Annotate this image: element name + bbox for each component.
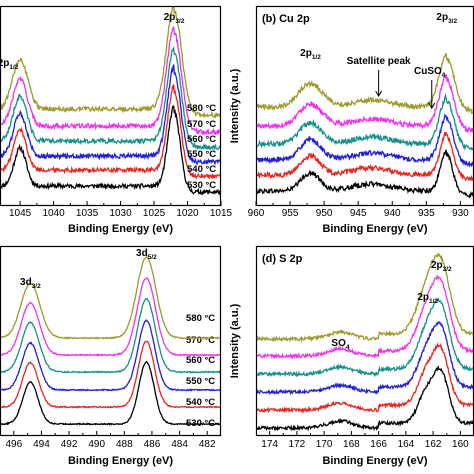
s2p-series-0 bbox=[256, 365, 474, 432]
cu2p-series-5 bbox=[256, 52, 474, 115]
s2p-plot-frame bbox=[255, 245, 474, 437]
s2p-xtick-label-1: 172 bbox=[289, 439, 306, 450]
zn2p-series-2 bbox=[0, 64, 221, 167]
zn2p-xlabel: Binding Energy (eV) bbox=[68, 223, 173, 235]
sn3d-xtick-label-3: 490 bbox=[88, 439, 105, 450]
sn3d-series-2 bbox=[0, 319, 221, 392]
zn2p-xtick-label-2: 1035 bbox=[76, 208, 99, 219]
cu2p-plot-frame bbox=[255, 5, 474, 207]
s2p-series-2 bbox=[256, 321, 474, 396]
sn3d-series-label-4: 570 °C bbox=[186, 335, 215, 346]
cu2p-series-1 bbox=[256, 131, 474, 182]
cu2p-xtick-label-3: 945 bbox=[350, 208, 367, 219]
sn3d-annotation-0: 3d3/2 bbox=[20, 277, 41, 290]
cu2p-series-2 bbox=[256, 113, 474, 168]
cu2p-xtick-label-0: 960 bbox=[248, 208, 265, 219]
s2p-xlabel: Binding Energy (eV) bbox=[322, 455, 427, 467]
cu2p-annotation-1: 2p3/2 bbox=[436, 12, 457, 25]
s2p-panel: 174 172 170 168 166 164 162 160 Binding Energy (… bbox=[229, 245, 474, 467]
s2p-xtick-label-2: 170 bbox=[316, 439, 333, 450]
zn2p-series-5 bbox=[0, 6, 221, 119]
cu2p-annotation-0: 2p1/2 bbox=[300, 48, 321, 61]
sn3d-series-label-3: 560 °C bbox=[186, 355, 215, 366]
s2p-xtick-label-6: 162 bbox=[425, 439, 442, 450]
sn3d-xlabel: Binding Energy (eV) bbox=[68, 455, 173, 467]
cu2p-series-4 bbox=[256, 74, 474, 134]
cu2p-xtick-label-6: 930 bbox=[452, 208, 469, 219]
zn2p-xtick-label-6: 1015 bbox=[210, 208, 233, 219]
zn2p-series-label-4: 570 °C bbox=[187, 119, 216, 130]
zn2p-series-0 bbox=[0, 105, 221, 196]
s2p-series-1 bbox=[256, 342, 474, 414]
s2p-series-5 bbox=[256, 252, 474, 343]
cu2p-xtick-label-5: 935 bbox=[418, 208, 435, 219]
s2p-xtick-label-5: 164 bbox=[398, 439, 415, 450]
cu2p-annotation-3: CuSO4 bbox=[414, 66, 446, 79]
zn2p-series-label-3: 560 °C bbox=[187, 134, 216, 145]
sn3d-series-1 bbox=[0, 340, 221, 409]
s2p-ylabel: Intensity (a.u.) bbox=[229, 303, 241, 378]
cu2p-panel: 960 955 950 945 940 935 930 Binding Energy (eV)… bbox=[229, 5, 474, 235]
zn2p-xtick-label-3: 1030 bbox=[109, 208, 132, 219]
zn2p-series-3 bbox=[0, 45, 221, 152]
s2p-series-4 bbox=[256, 274, 474, 360]
s2p-annotation-1: 2p3/2 bbox=[431, 260, 452, 273]
zn2p-series-label-1: 540 °C bbox=[187, 164, 216, 175]
s2p-annotation-2: SO4 bbox=[331, 338, 349, 351]
sn3d-panel: 530 °C 540 °C 550 °C 560 °C 570 °C 580 °C 496 4… bbox=[0, 245, 222, 467]
sn3d-xtick-label-6: 484 bbox=[171, 439, 188, 450]
sn3d-annotation-1: 3d5/2 bbox=[136, 248, 157, 261]
sn3d-series-label-2: 550 °C bbox=[186, 376, 215, 387]
zn2p-series-4 bbox=[0, 26, 221, 136]
sn3d-series-0 bbox=[0, 360, 221, 426]
s2p-annotation-0: 2p1/2 bbox=[417, 292, 438, 305]
zn2p-series-label-0: 530 °C bbox=[187, 180, 216, 191]
zn2p-xtick-label-0: 1045 bbox=[9, 208, 32, 219]
s2p-xtick-label-7: 160 bbox=[452, 439, 469, 450]
zn2p-xtick-label-5: 1020 bbox=[176, 208, 199, 219]
sn3d-series-label-1: 540 °C bbox=[186, 397, 215, 408]
cu2p-xtick-label-1: 955 bbox=[282, 208, 299, 219]
s2p-panel-label: (d) S 2p bbox=[262, 253, 303, 265]
cu2p-arrowhead-0 bbox=[375, 90, 383, 97]
sn3d-xtick-label-5: 486 bbox=[144, 439, 161, 450]
cu2p-annotation-2: Satellite peak bbox=[347, 56, 411, 67]
sn3d-xtick-label-7: 482 bbox=[199, 439, 216, 450]
s2p-xtick-label-3: 168 bbox=[343, 439, 360, 450]
zn2p-annotation-1: 2p3/2 bbox=[164, 12, 185, 25]
cu2p-xlabel: Binding Energy (eV) bbox=[322, 223, 427, 235]
cu2p-xtick-label-4: 940 bbox=[384, 208, 401, 219]
sn3d-xtick-label-4: 488 bbox=[116, 439, 133, 450]
cu2p-ylabel: Intensity (a.u.) bbox=[229, 68, 241, 143]
sn3d-series-5 bbox=[0, 255, 221, 340]
sn3d-series-label-5: 580 °C bbox=[186, 313, 215, 324]
zn2p-series-label-5: 580 °C bbox=[187, 103, 216, 114]
s2p-xtick-label-0: 174 bbox=[261, 439, 278, 450]
sn3d-series-label-0: 530 °C bbox=[186, 418, 215, 429]
zn2p-series-1 bbox=[0, 84, 221, 180]
s2p-series-3 bbox=[256, 296, 474, 378]
sn3d-series-3 bbox=[0, 297, 221, 375]
zn2p-series-label-2: 550 °C bbox=[187, 149, 216, 160]
sn3d-xtick-label-2: 492 bbox=[61, 439, 78, 450]
cu2p-series-3 bbox=[256, 93, 474, 151]
zn2p-panel: 530 °C 540 °C 550 °C 560 °C 570 °C 580 °C 1045… bbox=[0, 5, 233, 235]
cu2p-series-0 bbox=[256, 149, 474, 199]
cu2p-panel-label: (b) Cu 2p bbox=[262, 13, 310, 25]
cu2p-xtick-label-2: 950 bbox=[316, 208, 333, 219]
sn3d-xtick-label-0: 496 bbox=[5, 439, 22, 450]
zn2p-plot-frame bbox=[0, 5, 222, 207]
s2p-xtick-label-4: 166 bbox=[370, 439, 387, 450]
sn3d-series-4 bbox=[0, 277, 221, 357]
sn3d-xtick-label-1: 494 bbox=[33, 439, 50, 450]
cu2p-arrowhead-1 bbox=[428, 102, 436, 109]
zn2p-xtick-label-4: 1025 bbox=[143, 208, 166, 219]
zn2p-annotation-0: 2p1/2 bbox=[0, 58, 19, 71]
zn2p-xtick-label-1: 1040 bbox=[42, 208, 65, 219]
